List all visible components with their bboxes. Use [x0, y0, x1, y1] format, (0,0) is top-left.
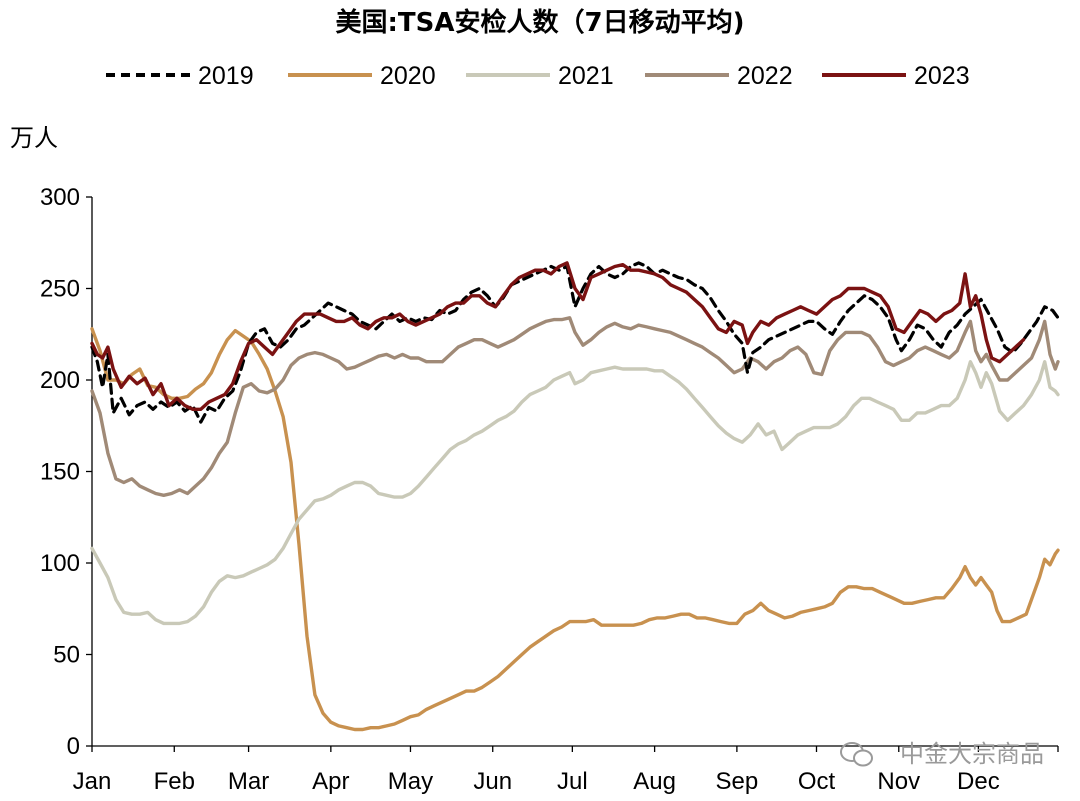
series-line-2022: [90, 316, 1060, 497]
x-tick-label: Jun: [473, 768, 512, 795]
x-tick-label: Mar: [228, 768, 269, 795]
x-tick-label: Jul: [557, 768, 588, 795]
legend-label-2021: 2021: [558, 62, 614, 90]
chart-series-group: [90, 261, 1060, 732]
y-tick-label: 200: [40, 367, 80, 394]
series-line-2020: [90, 327, 1060, 732]
x-tick-label: Dec: [957, 768, 1000, 795]
legend-label-2023: 2023: [914, 62, 970, 90]
chart-legend: 2019 2020 2021 2022 2023: [106, 62, 970, 90]
y-tick-label: 50: [53, 642, 80, 669]
y-tick-label: 100: [40, 550, 80, 577]
legend-label-2019: 2019: [198, 62, 254, 90]
watermark-text: 中金大宗商品: [900, 740, 1044, 768]
x-tick-label: May: [388, 768, 433, 795]
y-tick-label: 0: [67, 733, 80, 760]
x-axis: Jan Feb Mar Apr May Jun Jul Aug Sep Oct Nov Dec: [73, 745, 1059, 795]
wechat-icon: [840, 742, 873, 767]
x-tick-label: Apr: [312, 768, 349, 795]
x-tick-label: Sep: [716, 768, 759, 795]
legend-label-2020: 2020: [380, 62, 436, 90]
watermark: 中金大宗商品: [840, 740, 1044, 768]
series-line-2021: [90, 360, 1060, 626]
chart-title: 美国:TSA安检人数（7日移动平均): [336, 7, 745, 38]
y-axis: 0 50 100 150 200 250 300: [40, 184, 93, 760]
x-tick-label: Feb: [154, 768, 195, 795]
y-tick-label: 250: [40, 276, 80, 303]
y-axis-unit: 万人: [10, 124, 58, 152]
y-tick-label: 150: [40, 459, 80, 486]
legend-label-2022: 2022: [737, 62, 793, 90]
y-tick-label: 300: [40, 184, 80, 211]
x-tick-label: Jan: [73, 768, 112, 795]
x-tick-label: Aug: [633, 768, 676, 795]
x-tick-label: Oct: [798, 768, 836, 795]
series-line-2023: [90, 261, 1026, 411]
x-tick-label: Nov: [877, 768, 920, 795]
